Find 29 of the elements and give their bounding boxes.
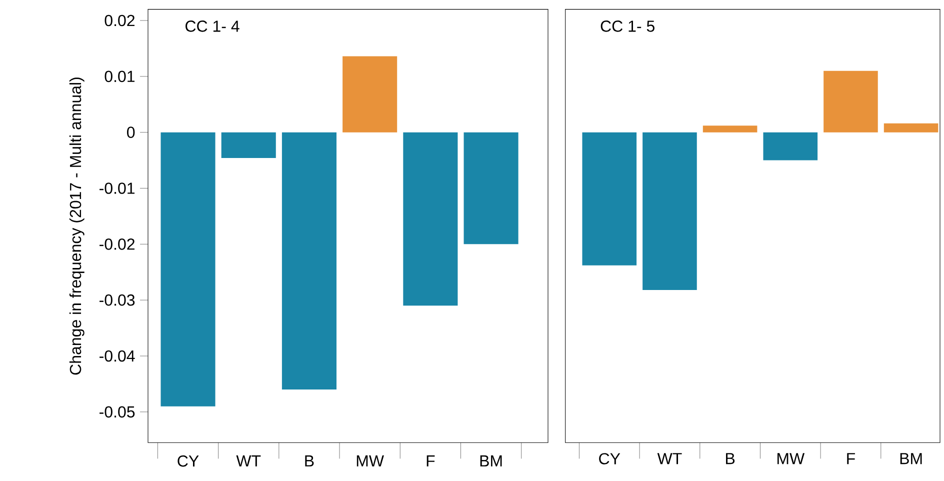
x-tick-label: CY: [599, 452, 620, 464]
annotation: CC 1- 5: [600, 20, 654, 32]
bar: [702, 125, 758, 132]
x-tick-label: BM: [480, 455, 502, 466]
x-tick-label: B: [305, 455, 314, 466]
y-tick-label: -0.01: [100, 182, 135, 194]
x-tick-label: BM: [900, 452, 922, 464]
x-tick-label: F: [847, 452, 855, 464]
y-tick-label: 0.01: [104, 70, 135, 82]
y-tick-label: -0.03: [100, 294, 135, 306]
annotation: CC 1- 4: [186, 20, 240, 32]
y-tick-label: -0.04: [100, 350, 135, 362]
x-tick-label: WT: [236, 455, 261, 466]
x-tick-label: B: [726, 452, 735, 464]
x-tick-label: WT: [657, 452, 682, 464]
x-tick-label: MW: [777, 452, 805, 464]
y-tick-label: -0.05: [100, 406, 135, 418]
bar: [824, 70, 878, 132]
x-tick-label: MW: [356, 455, 384, 466]
bar: [763, 132, 818, 160]
y-axis-title: Change in frequency (2017 - Multi annual): [69, 77, 84, 374]
bar: [582, 132, 637, 266]
y-tick-label: 0: [127, 126, 135, 138]
x-tick-label: F: [426, 455, 435, 466]
y-tick-label: 0.02: [104, 14, 134, 26]
bar: [884, 123, 938, 132]
y-tick-label: -0.02: [100, 238, 134, 250]
bar: [642, 132, 697, 290]
x-tick-label: CY: [178, 455, 199, 467]
